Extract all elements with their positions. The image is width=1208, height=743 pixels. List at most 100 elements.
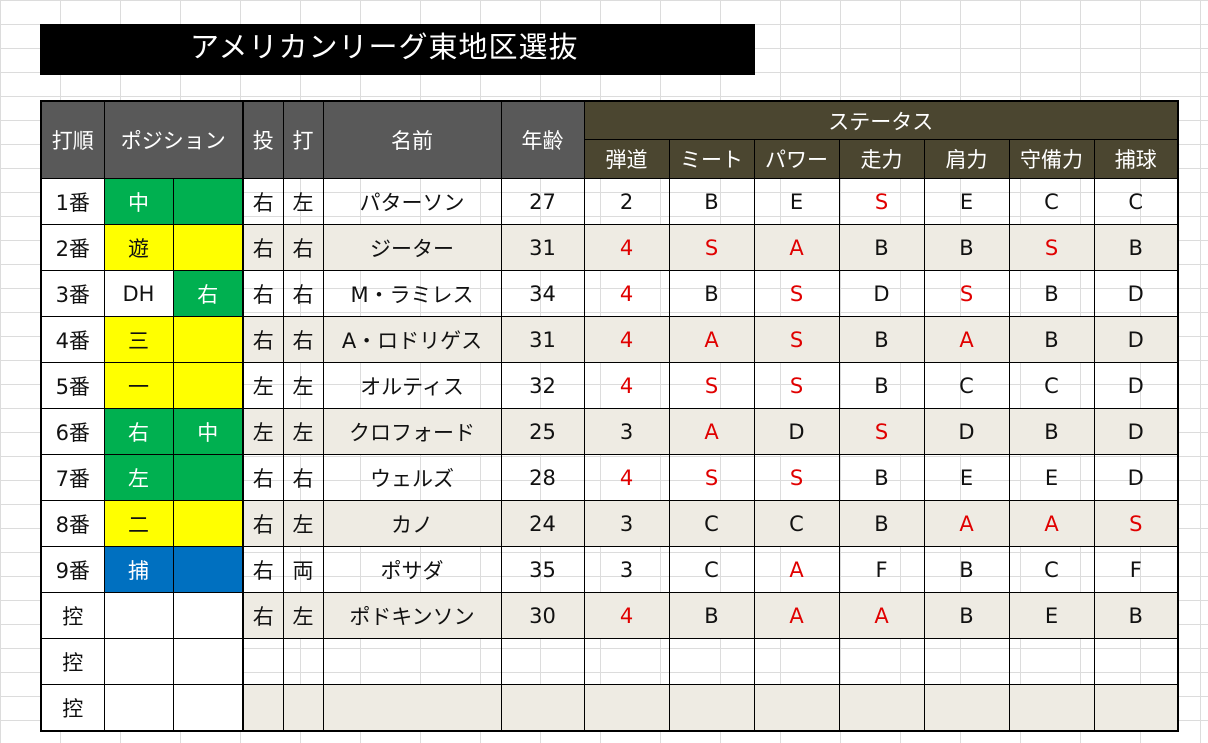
stat-cell[interactable]: B <box>923 592 1010 639</box>
throws-cell[interactable]: 右 <box>242 500 284 547</box>
age-cell[interactable]: 31 <box>500 316 585 363</box>
stat-cell[interactable]: A <box>923 316 1010 363</box>
stat-cell[interactable] <box>583 638 670 685</box>
position-cell[interactable]: 左 <box>103 454 174 501</box>
throws-cell[interactable]: 右 <box>242 454 284 501</box>
position-sub-cell[interactable] <box>172 316 244 363</box>
stat-cell[interactable]: 2 <box>583 178 670 225</box>
stat-cell[interactable]: S <box>1093 500 1179 547</box>
bats-cell[interactable] <box>282 684 324 732</box>
stat-cell[interactable]: B <box>1093 224 1179 271</box>
position-cell[interactable] <box>103 592 174 639</box>
stat-cell[interactable]: E <box>1008 454 1095 501</box>
stat-cell[interactable]: D <box>1093 408 1179 455</box>
name-cell[interactable]: ウェルズ <box>322 454 502 501</box>
stat-cell[interactable]: 4 <box>583 592 670 639</box>
name-cell[interactable]: オルティス <box>322 362 502 409</box>
stat-cell[interactable]: A <box>668 316 755 363</box>
stat-cell[interactable] <box>838 684 925 732</box>
position-sub-cell[interactable] <box>172 592 244 639</box>
name-cell[interactable]: カノ <box>322 500 502 547</box>
stat-cell[interactable] <box>753 684 840 732</box>
order-cell[interactable]: 6番 <box>40 408 105 455</box>
stat-cell[interactable]: C <box>1093 178 1179 225</box>
stat-cell[interactable]: S <box>838 178 925 225</box>
stat-cell[interactable] <box>923 638 1010 685</box>
name-cell[interactable]: M・ラミレス <box>322 270 502 317</box>
position-sub-cell[interactable] <box>172 362 244 409</box>
position-sub-cell[interactable] <box>172 178 244 225</box>
position-cell[interactable] <box>103 638 174 685</box>
order-cell[interactable]: 7番 <box>40 454 105 501</box>
stat-cell[interactable]: B <box>1008 408 1095 455</box>
stat-cell[interactable]: E <box>1008 592 1095 639</box>
order-cell[interactable]: 控 <box>40 638 105 685</box>
stat-cell[interactable]: F <box>1093 546 1179 593</box>
stat-cell[interactable] <box>1093 684 1179 732</box>
position-sub-cell[interactable] <box>172 684 244 732</box>
stat-cell[interactable]: 4 <box>583 270 670 317</box>
stat-cell[interactable]: A <box>753 224 840 271</box>
position-sub-cell[interactable] <box>172 454 244 501</box>
stat-cell[interactable]: B <box>1008 270 1095 317</box>
stat-cell[interactable]: C <box>1008 546 1095 593</box>
bats-cell[interactable]: 左 <box>282 500 324 547</box>
stat-cell[interactable]: S <box>668 454 755 501</box>
bats-cell[interactable]: 右 <box>282 224 324 271</box>
stat-cell[interactable]: 3 <box>583 408 670 455</box>
throws-cell[interactable]: 左 <box>242 362 284 409</box>
bats-cell[interactable]: 右 <box>282 316 324 363</box>
stat-cell[interactable]: E <box>923 454 1010 501</box>
stat-cell[interactable]: S <box>753 270 840 317</box>
position-sub-cell[interactable]: 右 <box>172 270 244 317</box>
stat-cell[interactable]: B <box>668 592 755 639</box>
stat-cell[interactable] <box>838 638 925 685</box>
position-cell[interactable] <box>103 684 174 732</box>
age-cell[interactable] <box>500 638 585 685</box>
position-cell[interactable]: 捕 <box>103 546 174 593</box>
name-cell[interactable]: パターソン <box>322 178 502 225</box>
stat-cell[interactable]: S <box>753 454 840 501</box>
throws-cell[interactable]: 右 <box>242 224 284 271</box>
stat-cell[interactable] <box>923 684 1010 732</box>
order-cell[interactable]: 2番 <box>40 224 105 271</box>
age-cell[interactable]: 27 <box>500 178 585 225</box>
position-sub-cell[interactable]: 中 <box>172 408 244 455</box>
position-sub-cell[interactable] <box>172 224 244 271</box>
stat-cell[interactable]: C <box>923 362 1010 409</box>
order-cell[interactable]: 控 <box>40 592 105 639</box>
age-cell[interactable]: 34 <box>500 270 585 317</box>
stat-cell[interactable]: C <box>668 546 755 593</box>
throws-cell[interactable]: 右 <box>242 316 284 363</box>
name-cell[interactable]: A・ロドリゲス <box>322 316 502 363</box>
order-cell[interactable]: 控 <box>40 684 105 732</box>
stat-cell[interactable]: E <box>753 178 840 225</box>
stat-cell[interactable]: B <box>923 224 1010 271</box>
stat-cell[interactable]: B <box>838 362 925 409</box>
stat-cell[interactable]: A <box>753 546 840 593</box>
bats-cell[interactable]: 両 <box>282 546 324 593</box>
stat-cell[interactable]: F <box>838 546 925 593</box>
age-cell[interactable]: 32 <box>500 362 585 409</box>
stat-cell[interactable]: D <box>753 408 840 455</box>
age-cell[interactable]: 35 <box>500 546 585 593</box>
stat-cell[interactable] <box>1093 638 1179 685</box>
stat-cell[interactable]: C <box>1008 362 1095 409</box>
stat-cell[interactable]: 4 <box>583 224 670 271</box>
stat-cell[interactable] <box>1008 684 1095 732</box>
stat-cell[interactable]: E <box>923 178 1010 225</box>
name-cell[interactable] <box>322 684 502 732</box>
stat-cell[interactable]: D <box>1093 454 1179 501</box>
stat-cell[interactable]: B <box>838 454 925 501</box>
age-cell[interactable]: 31 <box>500 224 585 271</box>
position-cell[interactable]: 中 <box>103 178 174 225</box>
stat-cell[interactable]: C <box>668 500 755 547</box>
stat-cell[interactable] <box>668 684 755 732</box>
throws-cell[interactable]: 右 <box>242 546 284 593</box>
order-cell[interactable]: 8番 <box>40 500 105 547</box>
stat-cell[interactable] <box>753 638 840 685</box>
stat-cell[interactable]: B <box>1008 316 1095 363</box>
stat-cell[interactable]: C <box>753 500 840 547</box>
order-cell[interactable]: 5番 <box>40 362 105 409</box>
bats-cell[interactable]: 左 <box>282 592 324 639</box>
